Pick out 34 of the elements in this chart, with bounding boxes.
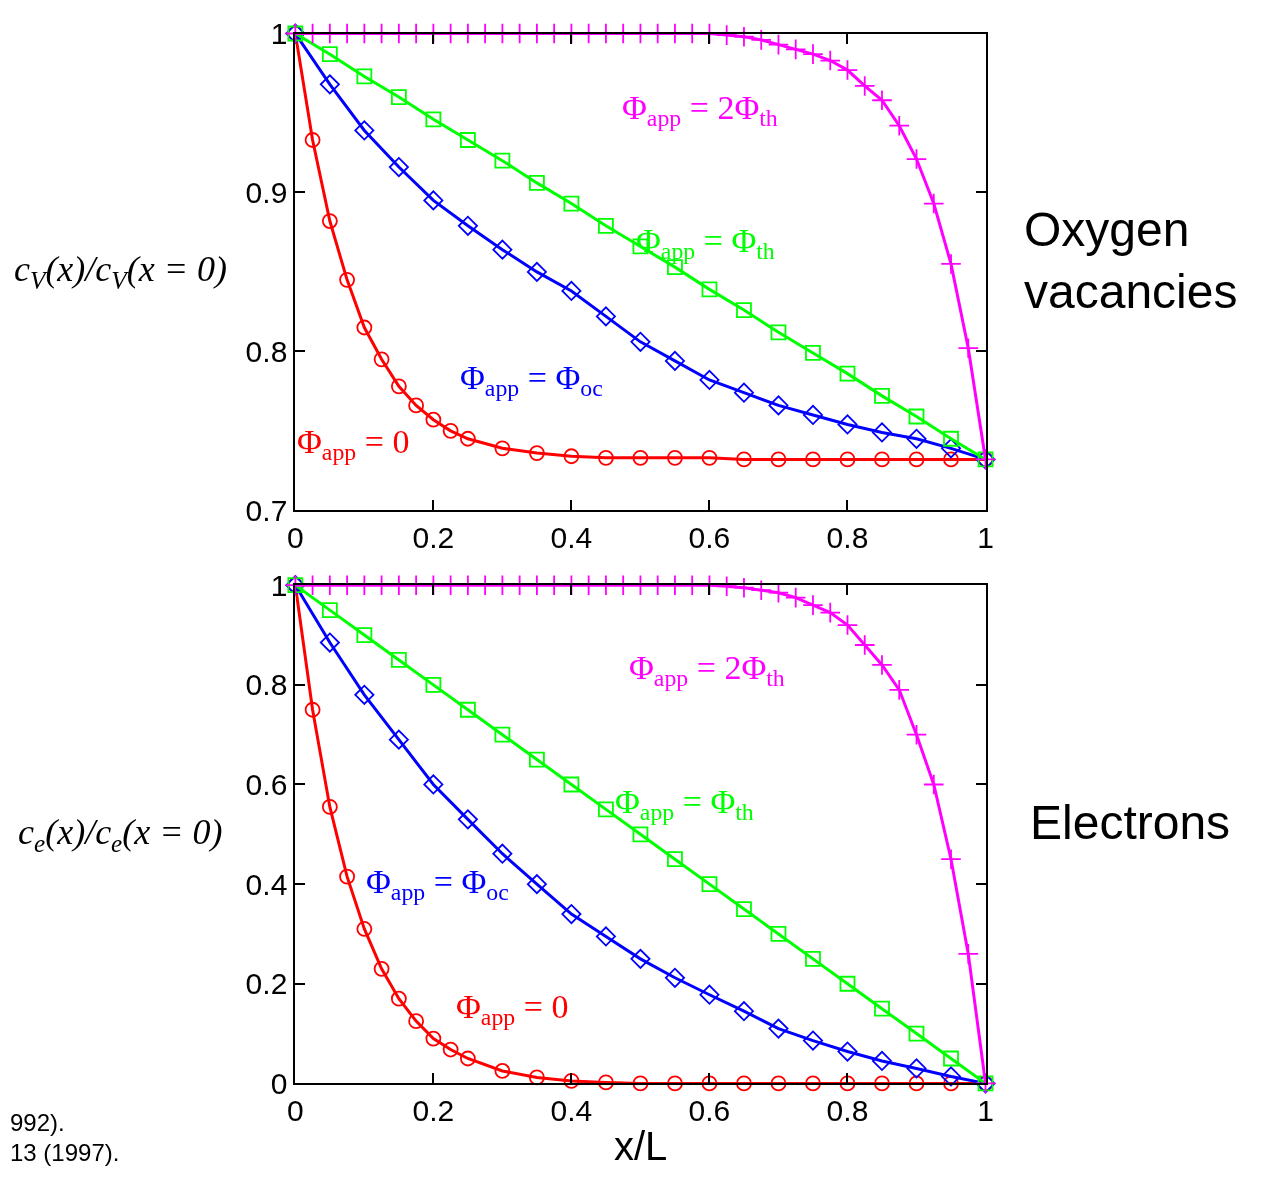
series-label: Φ$_{app}$ = 2Φ$_{th}$ <box>629 649 785 692</box>
y-tick-label: 0.8 <box>245 334 288 368</box>
text: Oxygen vacancies <box>1024 203 1238 319</box>
y-tick-label: 0.8 <box>245 668 288 702</box>
text: 13 (1997). <box>10 1139 120 1166</box>
y-tick-label: 0.9 <box>245 175 288 209</box>
y-tick-label: 1 <box>270 568 288 602</box>
x-axis-title: x/L <box>614 1124 668 1168</box>
x-tick-label: 0.4 <box>550 1094 593 1128</box>
text: Electrons <box>1030 796 1231 849</box>
x-tick-label: 0.8 <box>826 1094 869 1128</box>
x-tick-label: 1 <box>977 1094 994 1128</box>
x-tick-label: 1 <box>977 521 994 555</box>
y-tick-label: 0 <box>270 1066 288 1100</box>
text: 992). <box>10 1109 65 1136</box>
series-label: Φ$_{app}$ = 0 <box>297 423 410 466</box>
y-tick-label: 0.6 <box>245 767 288 801</box>
y-tick-label: 1 <box>270 17 288 51</box>
y-tick-label: 0.7 <box>245 493 288 527</box>
x-tick-label: 0.4 <box>550 521 593 555</box>
x-tick-label: 0.6 <box>688 521 731 555</box>
y-tick-label: 0.2 <box>245 967 288 1001</box>
x-tick-label: 0.8 <box>826 521 869 555</box>
y-axis-title: c$_{e}$(x)/c$_{e}$(x = 0) <box>18 812 223 857</box>
series-label: Φ$_{app}$ = Φ$_{oc}$ <box>460 359 603 402</box>
x-tick-label: 0.2 <box>412 1094 455 1128</box>
series-label: Φ$_{app}$ = Φ$_{oc}$ <box>366 863 509 906</box>
y-tick-label: 0.4 <box>245 867 288 901</box>
x-tick-label: 0.6 <box>688 1094 731 1128</box>
series-label: Φ$_{app}$ = 2Φ$_{th}$ <box>622 89 778 132</box>
series-label: Φ$_{app}$ = Φ$_{th}$ <box>615 783 754 826</box>
series-label: Φ$_{app}$ = 0 <box>456 988 569 1031</box>
y-axis-title: c$_{V}$(x)/c$_{V}$(x = 0) <box>14 249 227 294</box>
x-tick-label: 0.2 <box>412 521 455 555</box>
